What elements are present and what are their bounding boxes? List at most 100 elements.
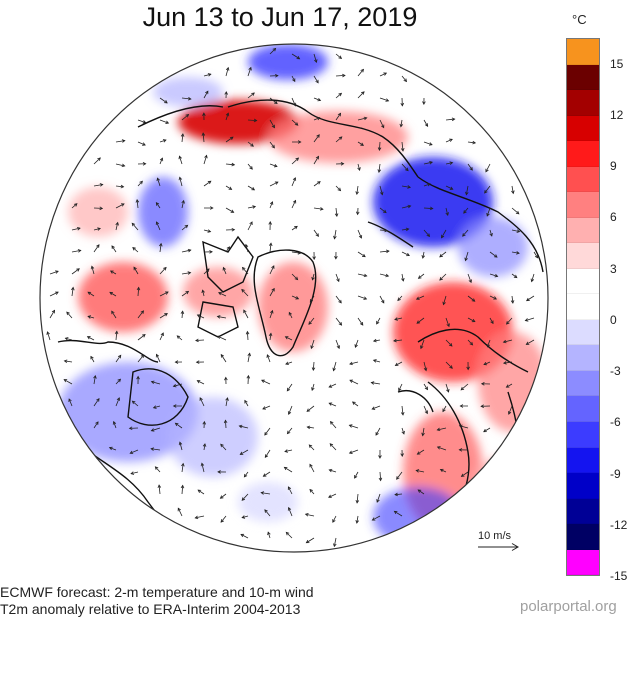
wind-arrow bbox=[308, 317, 315, 325]
wind-arrow bbox=[247, 118, 258, 123]
source-credit: polarportal.org bbox=[520, 598, 617, 615]
wind-arrow bbox=[195, 360, 205, 364]
wind-arrow bbox=[93, 374, 97, 385]
wind-arrow bbox=[423, 229, 431, 238]
wind-arrow bbox=[394, 317, 403, 321]
wind-arrow bbox=[93, 244, 100, 253]
wind-arrow bbox=[137, 310, 144, 319]
wind-arrow bbox=[313, 207, 324, 211]
wind-arrow bbox=[247, 141, 254, 147]
colorbar-tick-label: 15 bbox=[610, 56, 624, 71]
wind-arrow bbox=[371, 405, 381, 410]
wind-arrow bbox=[467, 317, 476, 323]
wind-arrow bbox=[93, 421, 99, 429]
wind-arrow bbox=[483, 361, 491, 366]
wind-arrow bbox=[335, 339, 340, 350]
wind-arrow bbox=[224, 376, 228, 385]
wind-arrow bbox=[137, 141, 146, 146]
wind-arrow bbox=[220, 353, 227, 363]
wind-arrow bbox=[181, 199, 185, 209]
wind-arrow bbox=[379, 185, 384, 196]
wind-arrow bbox=[372, 338, 381, 343]
wind-arrow bbox=[465, 185, 469, 196]
wind-arrow bbox=[377, 141, 382, 151]
wind-arrow bbox=[159, 266, 167, 275]
wind-arrow bbox=[423, 383, 428, 391]
colorbar-segment bbox=[567, 192, 599, 218]
wind-arrow bbox=[195, 338, 205, 343]
wind-arrow bbox=[155, 201, 161, 209]
wind-arrow bbox=[312, 251, 316, 261]
wind-arrow bbox=[150, 380, 161, 385]
wind-arrow bbox=[423, 405, 428, 415]
wind-arrow bbox=[137, 354, 145, 363]
wind-arrow bbox=[442, 405, 447, 413]
wind-arrow bbox=[400, 449, 404, 457]
wind-arrow bbox=[131, 400, 139, 407]
wind-arrow bbox=[421, 251, 426, 259]
wind-arrow bbox=[525, 339, 535, 345]
colorbar-segment bbox=[567, 294, 599, 320]
wind-arrow bbox=[483, 427, 491, 433]
wind-arrow bbox=[445, 317, 450, 328]
wind-arrow bbox=[196, 314, 205, 319]
wind-arrow bbox=[311, 383, 315, 392]
wind-arrow bbox=[115, 354, 122, 363]
wind-arrow bbox=[511, 185, 515, 195]
wind-arrow bbox=[159, 242, 163, 253]
wind-arrow bbox=[417, 489, 425, 495]
colorbar-segment bbox=[567, 396, 599, 422]
wind-arrow bbox=[269, 265, 275, 275]
wind-arrow bbox=[464, 251, 469, 262]
wind-arrow bbox=[137, 334, 146, 341]
wind-arrow bbox=[202, 112, 206, 121]
wind-arrow bbox=[357, 273, 368, 278]
colorbar-segment bbox=[567, 447, 599, 474]
wind-arrow bbox=[357, 163, 361, 172]
wind-arrow bbox=[268, 242, 273, 253]
wind-arrow bbox=[218, 292, 227, 297]
wind-vectors bbox=[46, 47, 539, 548]
wind-arrow bbox=[63, 359, 73, 364]
wind-arrow bbox=[152, 405, 161, 409]
wind-arrow bbox=[177, 507, 183, 517]
wind-arrow bbox=[394, 361, 403, 366]
wind-arrow bbox=[66, 311, 73, 319]
wind-arrow bbox=[159, 313, 168, 319]
wind-arrow bbox=[505, 383, 513, 388]
wind-arrow bbox=[225, 227, 236, 232]
wind-arrow bbox=[401, 185, 412, 189]
wind-arrow bbox=[357, 141, 365, 146]
wind-arrow bbox=[442, 295, 447, 306]
colorbar-segment bbox=[567, 370, 599, 397]
wind-arrow bbox=[219, 493, 227, 499]
wind-arrow bbox=[194, 515, 205, 520]
wind-arrow bbox=[399, 119, 404, 128]
wind-arrow bbox=[467, 273, 472, 284]
wind-arrow bbox=[291, 140, 302, 144]
wind-arrow bbox=[486, 207, 491, 217]
colorbar-tick-label: 9 bbox=[610, 159, 617, 174]
wind-arrow bbox=[201, 289, 205, 297]
wind-arrow bbox=[313, 229, 319, 237]
wind-arrow bbox=[400, 405, 405, 416]
wind-arrow bbox=[225, 246, 231, 253]
wind-arrow bbox=[379, 207, 387, 214]
wind-arrow bbox=[154, 466, 161, 473]
wind-arrow bbox=[328, 493, 337, 498]
wind-arrow bbox=[445, 207, 449, 216]
wind-arrow bbox=[49, 309, 56, 319]
wind-arrow bbox=[436, 427, 447, 432]
wind-arrow bbox=[197, 489, 205, 495]
wind-arrow bbox=[334, 251, 338, 260]
wind-arrow bbox=[115, 378, 122, 385]
wind-arrow bbox=[489, 251, 498, 258]
wind-arrow bbox=[155, 353, 161, 363]
wind-arrow bbox=[329, 443, 337, 451]
wind-arrow bbox=[305, 537, 315, 544]
wind-arrow bbox=[284, 449, 293, 453]
wind-arrow bbox=[181, 290, 190, 297]
colorbar-tick-label: -15 bbox=[610, 569, 628, 583]
wind-arrow bbox=[533, 251, 539, 259]
wind-arrow bbox=[357, 295, 368, 300]
